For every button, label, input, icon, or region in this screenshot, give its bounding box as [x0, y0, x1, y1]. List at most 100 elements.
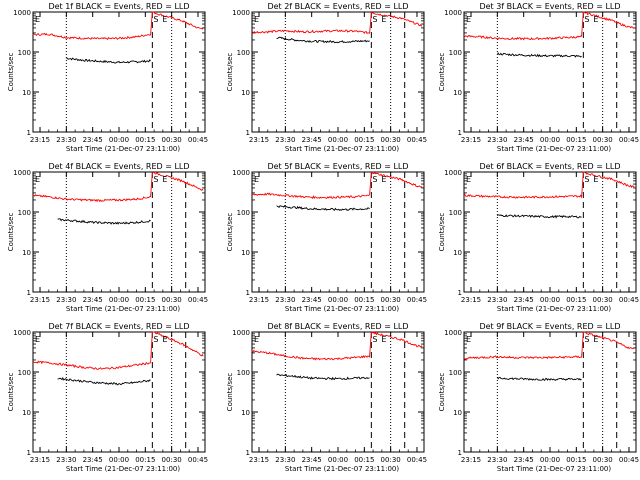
annotation-letter: E	[381, 15, 386, 24]
annotation-letter: E	[381, 335, 386, 344]
x-tick-label: 00:15	[566, 136, 586, 144]
annotation-letter: E	[162, 335, 167, 344]
x-tick-label: 00:45	[407, 136, 427, 144]
x-tick-label: 00:15	[354, 136, 374, 144]
annotation-letter: S	[584, 15, 589, 24]
series-line-2	[463, 11, 635, 41]
x-tick-label: 00:00	[540, 136, 560, 144]
x-tick-label: 23:15	[30, 296, 50, 304]
y-tick-label: 10	[241, 89, 250, 97]
x-tick-label: 23:15	[249, 136, 269, 144]
annotation-letter: E	[35, 15, 40, 24]
x-tick-label: 23:15	[249, 456, 269, 464]
plot-frame	[32, 331, 206, 453]
annotation-letter: E	[466, 15, 471, 24]
series-line-2	[32, 11, 204, 41]
plot-frame	[32, 11, 206, 133]
series-line-2	[251, 11, 423, 35]
x-tick-label: 00:45	[188, 136, 208, 144]
y-tick-label: 1	[27, 289, 31, 297]
y-tick-label: 1	[27, 129, 31, 137]
x-axis-label: Start Time (21-Dec-07 23:11:00)	[66, 305, 180, 313]
x-tick-label: 23:45	[302, 296, 322, 304]
plot-frame	[32, 171, 206, 293]
x-axis-label: Start Time (21-Dec-07 23:11:00)	[285, 145, 399, 153]
x-tick-label: 00:30	[162, 456, 182, 464]
plot-frame	[463, 11, 637, 133]
y-tick-label: 1000	[232, 169, 250, 177]
y-axis-label: Counts/sec	[7, 213, 15, 252]
x-tick-label: 00:45	[619, 296, 639, 304]
chart-title: Det 3f BLACK = Events, RED = LLD	[479, 2, 620, 11]
y-axis-label: Counts/sec	[7, 373, 15, 412]
x-tick-label: 00:30	[381, 136, 401, 144]
x-tick-label: 23:30	[275, 136, 295, 144]
annotation-letter: E	[593, 335, 598, 344]
y-tick-label: 10	[453, 249, 462, 257]
annotation-letter: E	[466, 335, 471, 344]
plot-frame	[463, 171, 637, 293]
y-tick-label: 10	[453, 409, 462, 417]
x-tick-label: 23:15	[461, 456, 481, 464]
y-tick-label: 100	[237, 209, 250, 217]
x-tick-label: 23:30	[487, 296, 507, 304]
x-tick-label: 00:00	[328, 136, 348, 144]
x-tick-label: 23:45	[514, 136, 534, 144]
x-tick-label: 23:15	[249, 296, 269, 304]
x-tick-label: 23:15	[461, 136, 481, 144]
x-tick-label: 23:45	[83, 456, 103, 464]
y-tick-label: 100	[18, 209, 31, 217]
chart-title: Det 2f BLACK = Events, RED = LLD	[267, 2, 408, 11]
annotation-letter: S	[153, 335, 158, 344]
annotation-letter: E	[254, 15, 259, 24]
x-tick-label: 23:30	[487, 456, 507, 464]
x-axis-label: Start Time (21-Dec-07 23:11:00)	[497, 465, 611, 473]
x-tick-label: 00:00	[109, 456, 129, 464]
x-tick-label: 00:45	[619, 456, 639, 464]
annotation-letter: E	[466, 175, 471, 184]
x-tick-label: 00:15	[354, 296, 374, 304]
annotation-letter: S	[153, 175, 158, 184]
chart-panel-2: Det 2f BLACK = Events, RED = LLD 1 10 100 10…	[226, 2, 427, 153]
chart-title: Det 4f BLACK = Events, RED = LLD	[48, 162, 189, 171]
y-tick-label: 100	[18, 369, 31, 377]
x-tick-label: 00:00	[328, 296, 348, 304]
x-tick-label: 00:00	[109, 296, 129, 304]
x-tick-label: 00:45	[619, 136, 639, 144]
y-tick-label: 100	[237, 369, 250, 377]
series-line-2	[251, 171, 423, 200]
x-tick-label: 23:15	[30, 136, 50, 144]
chart-panel-3: Det 3f BLACK = Events, RED = LLD 1 10 100 10…	[438, 2, 639, 153]
chart-panel-1: Det 1f BLACK = Events, RED = LLD 1 10 100 10…	[7, 2, 208, 153]
series-line-1	[276, 205, 370, 212]
y-tick-label: 1000	[13, 329, 31, 337]
annotation-letter: S	[153, 15, 158, 24]
y-tick-label: 1	[246, 449, 250, 457]
x-tick-label: 00:30	[162, 136, 182, 144]
chart-title: Det 5f BLACK = Events, RED = LLD	[267, 162, 408, 171]
plot-frame	[463, 331, 637, 453]
x-tick-label: 00:30	[593, 136, 613, 144]
y-tick-label: 1	[458, 289, 462, 297]
x-tick-label: 00:00	[109, 136, 129, 144]
x-tick-label: 23:45	[514, 456, 534, 464]
annotation-letter: S	[372, 335, 377, 344]
x-axis-label: Start Time (21-Dec-07 23:11:00)	[285, 305, 399, 313]
y-tick-label: 100	[449, 369, 462, 377]
series-line-2	[463, 331, 635, 360]
annotation-letter: E	[254, 335, 259, 344]
y-axis-label: Counts/sec	[438, 53, 446, 92]
x-tick-label: 00:30	[162, 296, 182, 304]
y-tick-label: 100	[449, 49, 462, 57]
y-tick-label: 100	[449, 209, 462, 217]
plot-frame	[251, 11, 425, 133]
x-tick-label: 00:00	[540, 456, 560, 464]
x-tick-label: 23:45	[302, 456, 322, 464]
y-tick-label: 10	[241, 249, 250, 257]
x-tick-label: 00:00	[328, 456, 348, 464]
series-line-1	[276, 373, 370, 381]
y-tick-label: 1	[458, 129, 462, 137]
annotation-letter: E	[35, 335, 40, 344]
x-tick-label: 23:15	[30, 456, 50, 464]
series-line-2	[251, 331, 423, 361]
